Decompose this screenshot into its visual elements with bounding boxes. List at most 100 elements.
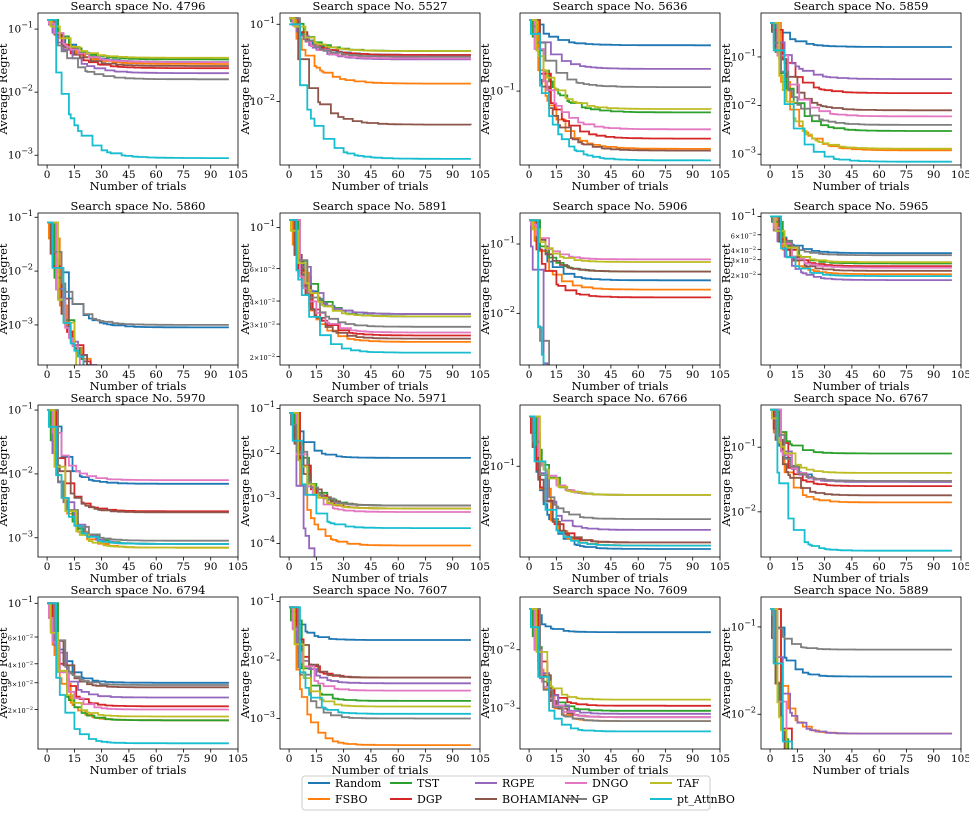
x-tick-label: 30	[95, 169, 108, 181]
y-tick-label: 10−2	[490, 305, 515, 320]
series-line-pt-attnbo	[770, 22, 952, 163]
y-tick-label: 10−1	[8, 402, 33, 417]
x-tick-label: 75	[419, 169, 432, 181]
x-tick-label: 0	[526, 169, 533, 181]
y-tick-label: 10−2	[8, 465, 33, 480]
series-line-bohamiann	[529, 608, 711, 719]
x-tick-label: 90	[446, 561, 459, 573]
series-line-dngo	[529, 219, 711, 261]
subplot-8: Search space No. 5970 0 15 30 45 60 75 90 105 10−…	[0, 391, 248, 585]
series-line-tst	[289, 606, 471, 702]
legend-label: Random	[335, 777, 382, 790]
y-tick-label: 10−1	[8, 21, 33, 36]
x-tick-label: 0	[44, 753, 51, 765]
subplot-title: Search space No. 6794	[71, 583, 206, 597]
x-tick-label: 105	[470, 369, 490, 381]
series-line-pt-attnbo	[47, 19, 229, 159]
axes-frame	[760, 12, 962, 166]
x-tick-label: 105	[951, 169, 969, 181]
series-line-taf	[47, 19, 229, 59]
series-line-fsbo	[47, 409, 229, 549]
x-tick-label: 45	[604, 561, 617, 573]
series-line-rgpe	[289, 412, 316, 557]
subplot-title: Search space No. 5860	[71, 199, 206, 213]
y-tick-label: 10−3	[250, 710, 275, 725]
x-tick-label: 75	[900, 753, 913, 765]
series-line-bohamiann	[289, 17, 472, 126]
subplot-title: Search space No. 7609	[553, 583, 688, 597]
x-tick-label: 30	[337, 561, 350, 573]
y-tick-label: 10−3	[8, 529, 33, 544]
series-line-dgp	[47, 602, 229, 708]
axes-frame	[760, 212, 962, 366]
x-tick-label: 105	[228, 369, 248, 381]
series-line-fsbo	[289, 219, 471, 343]
x-tick-label: 60	[391, 169, 404, 181]
x-tick-label: 45	[604, 369, 617, 381]
x-axis-label: Number of trials	[572, 179, 669, 193]
y-tick-label: 10−2	[8, 263, 33, 278]
x-tick-label: 45	[122, 753, 135, 765]
series-line-rgpe	[770, 215, 952, 281]
series-line-rgpe	[529, 19, 711, 70]
series-line-gp	[47, 602, 229, 686]
legend-label: FSBO	[335, 793, 367, 806]
y-axis-label: Average Regret	[0, 43, 10, 135]
x-tick-label: 75	[659, 561, 672, 573]
series-line-random	[47, 409, 229, 485]
subplot-13: Search space No. 7607 0 15 30 45 60 75 90 105 10−…	[238, 583, 490, 777]
series-line-pt-attnbo	[529, 19, 711, 162]
x-tick-label: 90	[686, 753, 699, 765]
x-tick-label: 105	[710, 369, 730, 381]
series-line-bohamiann	[289, 219, 471, 340]
x-tick-label: 0	[286, 753, 293, 765]
y-tick-label: 10−1	[8, 209, 33, 224]
x-tick-label: 105	[228, 753, 248, 765]
y-tick-label: 10−1	[731, 208, 756, 223]
x-tick-label: 0	[286, 369, 293, 381]
x-tick-label: 45	[364, 561, 377, 573]
axes-frame	[279, 12, 481, 166]
x-tick-label: 45	[364, 753, 377, 765]
subplot-title: Search space No. 5971	[313, 391, 448, 405]
series-line-random	[47, 221, 229, 329]
x-tick-label: 60	[149, 369, 162, 381]
axes-frame	[37, 596, 239, 750]
series-line-taf	[529, 415, 711, 496]
y-axis-label: Average Regret	[478, 243, 492, 335]
x-tick-label: 0	[44, 169, 51, 181]
y-axis-label: Average Regret	[238, 43, 252, 135]
y-tick-label: 10−3	[8, 147, 33, 162]
series-line-pt-attnbo	[529, 415, 711, 547]
x-tick-label: 30	[337, 369, 350, 381]
series-line-dngo	[47, 602, 229, 711]
series-line-bohamiann	[770, 408, 952, 497]
x-tick-label: 90	[446, 753, 459, 765]
series-line-tst	[770, 22, 952, 132]
series-line-rgpe	[529, 219, 549, 365]
x-tick-label: 15	[550, 753, 563, 765]
x-tick-label: 90	[927, 753, 940, 765]
y-axis-label: Average Regret	[238, 243, 252, 335]
y-axis-label: Average Regret	[719, 435, 733, 527]
series-line-dgp	[529, 608, 711, 707]
series-line-tst	[47, 19, 229, 61]
x-axis-label: Number of trials	[813, 179, 910, 193]
x-tick-label: 15	[310, 169, 323, 181]
series-line-tst	[770, 408, 952, 455]
x-tick-label: 15	[68, 169, 81, 181]
series-line-pt-attnbo	[529, 608, 711, 733]
x-axis-label: Number of trials	[813, 379, 910, 393]
y-tick-label: 10−2	[250, 445, 275, 460]
legend-label: BOHAMIANN	[502, 793, 580, 806]
y-tick-label: 10−1	[731, 618, 756, 633]
legend-label: DNGO	[592, 777, 628, 790]
series-line-random	[289, 606, 471, 641]
series-line-rgpe	[529, 415, 711, 531]
x-axis-label: Number of trials	[90, 763, 187, 777]
y-tick-label: 10−1	[250, 219, 275, 234]
y-tick-label: 10−2	[731, 706, 756, 721]
x-tick-label: 0	[526, 369, 533, 381]
series-line-rgpe	[289, 17, 471, 61]
legend-label: TAF	[677, 777, 700, 790]
